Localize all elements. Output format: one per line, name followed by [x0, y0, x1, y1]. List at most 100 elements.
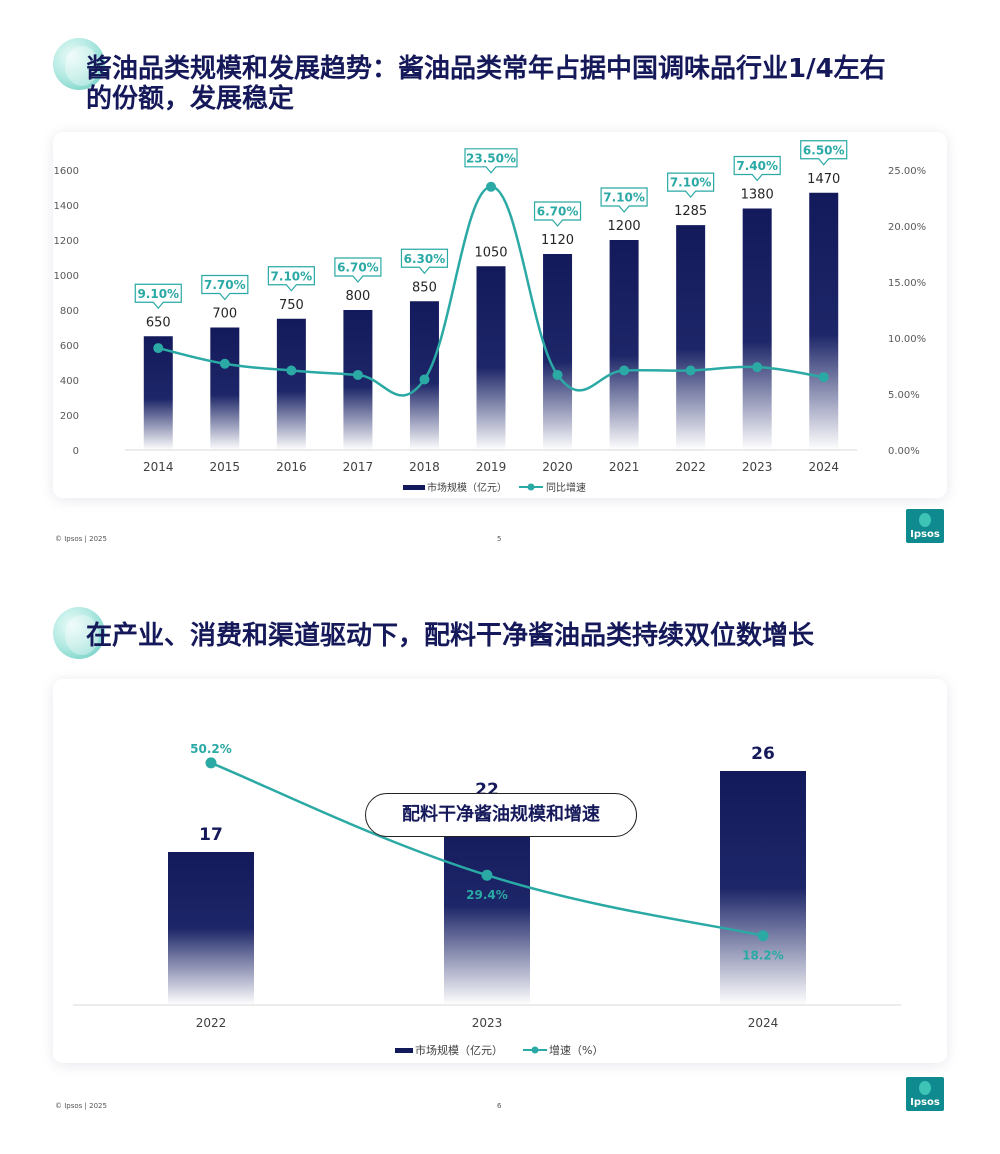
y-axis-tick-label: 0 [73, 446, 79, 457]
growth-point [486, 181, 496, 192]
callout-box [600, 187, 648, 213]
bar-value-label: 1050 [474, 245, 507, 260]
growth-callout: 7.10% [600, 187, 648, 213]
x-axis-tick-label: 2014 [143, 460, 174, 474]
y2-axis-tick-label: 0.00% [888, 446, 920, 457]
growth-point [352, 369, 363, 380]
bar-value-label: 750 [279, 298, 304, 313]
bar [168, 852, 254, 1005]
legend-label: 市场规模（亿元） [415, 1043, 503, 1057]
bar-value-label: 1380 [741, 188, 774, 203]
decorative-circle-icon [53, 38, 105, 90]
growth-point [619, 365, 630, 376]
decorative-circle-icon [53, 607, 105, 659]
bar [742, 208, 772, 450]
growth-label: 6.70% [337, 261, 379, 275]
y-axis-tick-label: 1000 [54, 271, 79, 282]
x-axis-tick-label: 2015 [210, 460, 241, 474]
soy-sauce-market-chart: 650 700 750 800 850 1050 1120 1200 1285 1380 1470 9… [54, 140, 926, 494]
growth-label: 50.2% [190, 742, 232, 756]
y2-axis-tick-label: 20.00% [888, 222, 926, 233]
bar [210, 327, 240, 450]
legend-line-marker [531, 1046, 539, 1054]
growth-label: 6.70% [537, 205, 579, 219]
growth-point [219, 358, 230, 369]
slide-title: 酱油品类规模和发展趋势：酱油品类常年占据中国调味品行业1/4左右 的份额，发展稳… [86, 54, 886, 114]
growth-point [419, 374, 430, 385]
growth-label: 9.10% [137, 287, 179, 301]
x-axis-tick-label: 2019 [476, 460, 507, 474]
x-axis-tick-label: 2020 [542, 460, 573, 474]
callout-box [667, 172, 715, 199]
growth-label: 7.10% [603, 191, 645, 205]
x-axis-tick-label: 2023 [742, 460, 773, 474]
growth-point [752, 362, 763, 373]
legend-bar-swatch [403, 485, 425, 490]
growth-label: 29.4% [466, 888, 508, 902]
slide-title: 在产业、消费和渠道驱动下，配料干净酱油品类持续双位数增长 [86, 621, 815, 651]
callout-box [267, 266, 315, 292]
bar [676, 225, 706, 450]
growth-point [757, 930, 769, 942]
footer-copyright: © Ipsos | 2025 [55, 535, 107, 543]
bar [720, 771, 806, 1005]
bar [143, 336, 173, 450]
bar-value-label: 1285 [674, 204, 707, 219]
growth-callout: 9.10% [134, 283, 182, 310]
growth-label: 23.50% [466, 151, 516, 165]
footer-copyright: © Ipsos | 2025 [55, 1102, 107, 1110]
x-axis-tick-label: 2024 [808, 460, 839, 474]
bar [276, 318, 306, 450]
growth-point [286, 365, 297, 376]
y-axis-tick-label: 1400 [54, 201, 79, 212]
chart-card: 650 700 750 800 850 1050 1120 1200 1285 1380 1470 9… [53, 132, 947, 498]
y-axis-tick-label: 800 [60, 306, 79, 317]
bar-value-label: 700 [212, 307, 237, 322]
growth-callout: 23.50% [464, 148, 518, 174]
growth-label: 6.50% [803, 143, 845, 157]
growth-callout: 6.70% [334, 257, 382, 283]
ipsos-logo: Ipsos [906, 1077, 944, 1111]
growth-point [205, 757, 217, 769]
bar [444, 807, 530, 1005]
slide-title-line-1: 酱油品类规模和发展趋势：酱油品类常年占据中国调味品行业1/4左右 [86, 54, 886, 84]
callout-box [464, 148, 518, 174]
callout-box [134, 283, 182, 310]
y-axis-tick-label: 600 [60, 341, 79, 352]
x-axis-tick-label: 2022 [675, 460, 706, 474]
x-axis-tick-label: 2023 [472, 1016, 503, 1030]
growth-label: 6.30% [404, 252, 446, 266]
growth-point [818, 372, 829, 383]
growth-point [481, 869, 493, 881]
growth-callout: 7.70% [201, 274, 249, 301]
y-axis-tick-label: 200 [60, 411, 79, 422]
growth-label: 7.70% [204, 278, 246, 292]
growth-point [552, 369, 563, 380]
x-axis-tick-label: 2016 [276, 460, 307, 474]
y2-axis-tick-label: 10.00% [888, 334, 926, 345]
x-axis-tick-label: 2021 [609, 460, 640, 474]
bar-value-label: 650 [146, 315, 171, 330]
growth-callout: 6.30% [400, 248, 449, 275]
logo-text: Ipsos [910, 1097, 940, 1108]
callout-box [400, 248, 449, 275]
legend-line-marker [527, 483, 535, 491]
growth-callout: 6.50% [800, 140, 848, 166]
bar [343, 310, 373, 450]
bar [476, 266, 506, 450]
ipsos-logo: Ipsos [906, 509, 944, 543]
y2-axis-tick-label: 25.00% [888, 166, 926, 177]
y2-axis-tick-label: 15.00% [888, 278, 926, 289]
bar-value-label: 1470 [807, 172, 840, 187]
legend-label: 同比增速 [546, 481, 586, 494]
y-axis-tick-label: 400 [60, 376, 79, 387]
x-axis-tick-label: 2022 [196, 1016, 227, 1030]
logo-mark-icon [919, 1081, 931, 1095]
logo-text: Ipsos [910, 529, 940, 540]
callout-box [334, 257, 382, 283]
bar-value-label: 26 [751, 744, 775, 764]
bar [609, 240, 639, 450]
growth-callout: 7.10% [667, 172, 715, 199]
growth-callout: 7.40% [733, 155, 781, 182]
